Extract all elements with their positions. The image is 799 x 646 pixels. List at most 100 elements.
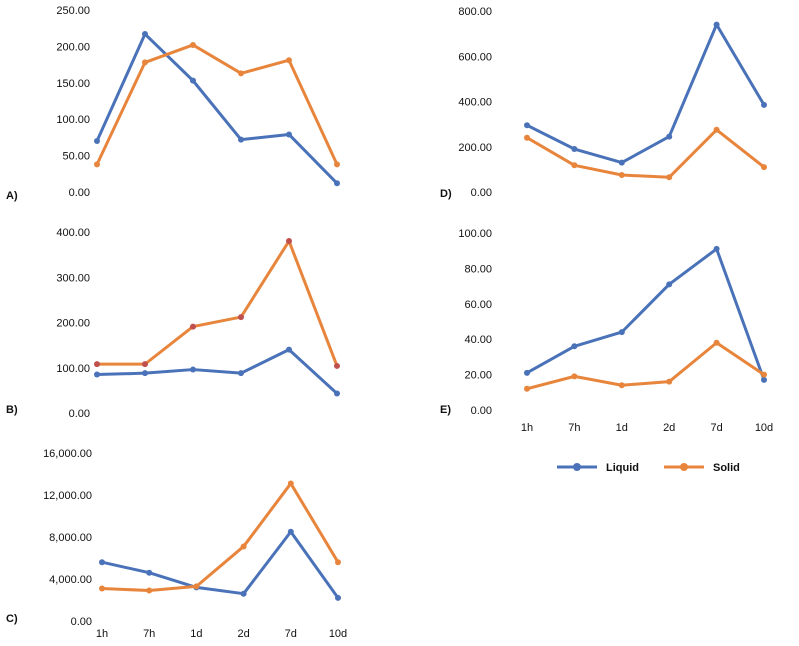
data-point-liquid-d: [618, 159, 625, 166]
data-point-liquid-a: [334, 180, 340, 187]
legend-liquid-label: Liquid: [606, 462, 639, 474]
data-point-liquid-a: [190, 77, 196, 84]
data-point-liquid-e: [524, 369, 530, 376]
y-tick-label-e: 40.00: [464, 334, 492, 346]
panel-label-b: B): [6, 404, 18, 416]
x-tick-label-e: 1h: [521, 422, 533, 434]
y-tick-label-a: 200.00: [56, 41, 90, 53]
data-point-liquid-a: [286, 131, 292, 138]
data-point-solid-e: [713, 339, 720, 346]
data-point-solid-c: [146, 587, 153, 594]
x-tick-label-c: 10d: [329, 628, 347, 640]
panel-label-c: C): [6, 613, 18, 625]
y-tick-label-b: 300.00: [56, 272, 90, 284]
data-point-solid-a: [334, 161, 340, 168]
x-tick-label-c: 2d: [237, 628, 249, 640]
data-point-liquid-a: [142, 31, 148, 38]
data-point-solid-d: [713, 126, 720, 133]
data-point-liquid-b: [334, 390, 340, 397]
data-point-solid-d: [571, 162, 578, 169]
data-point-solid-b: [142, 361, 148, 368]
data-point-solid-d: [761, 164, 767, 171]
y-tick-label-c: 0.00: [71, 616, 92, 628]
data-point-solid-b: [190, 323, 196, 330]
data-point-solid-a: [94, 161, 100, 168]
y-tick-label-a: 50.00: [62, 151, 90, 163]
legend: Liquid Solid: [557, 462, 740, 474]
data-point-liquid-b: [190, 366, 196, 373]
data-point-solid-b: [94, 361, 100, 368]
data-point-solid-a: [238, 70, 244, 77]
data-point-solid-d: [666, 174, 673, 181]
y-tick-label-a: 150.00: [56, 78, 90, 90]
data-point-liquid-e: [666, 281, 673, 288]
data-point-solid-b: [334, 362, 340, 369]
legend-solid-marker: [680, 463, 688, 471]
y-tick-label-c: 8,000.00: [49, 532, 92, 544]
series-line-solid-e: [525, 341, 766, 391]
x-tick-label-c: 7h: [143, 628, 155, 640]
data-point-liquid-c: [99, 559, 105, 566]
data-point-liquid-a: [238, 136, 244, 143]
y-tick-label-b: 200.00: [56, 318, 90, 330]
data-point-solid-a: [190, 41, 196, 48]
series-line-solid-b: [95, 239, 339, 368]
chart-panel-b: B) 0.00 100.00 200.00 300.00 400.00: [6, 227, 340, 420]
y-tick-label-e: 80.00: [464, 263, 492, 275]
series-line-solid-a: [95, 43, 339, 166]
data-point-solid-e: [571, 373, 578, 380]
y-tick-label-e: 0.00: [471, 405, 492, 417]
data-point-liquid-c: [287, 528, 294, 535]
legend-liquid-marker: [573, 463, 581, 471]
data-point-liquid-d: [524, 122, 530, 129]
y-tick-label-c: 16,000.00: [43, 448, 92, 460]
x-tick-label-c: 1h: [96, 628, 108, 640]
chart-panel-d: D) 0.00 200.00 400.00 600.00 800.00: [440, 6, 767, 200]
y-tick-label-d: 400.00: [458, 97, 492, 109]
data-point-liquid-c: [335, 594, 341, 601]
y-tick-label-a: 0.00: [69, 187, 90, 199]
y-tick-label-e: 60.00: [464, 299, 492, 311]
data-point-liquid-b: [238, 370, 244, 377]
chart-panel-e: E) 0.00 20.00 40.00 60.00 80.00 100.00 1h 7h 1d 2d…: [440, 228, 773, 434]
data-point-solid-c: [99, 585, 105, 592]
data-point-liquid-e: [618, 329, 625, 336]
data-point-liquid-b: [94, 371, 100, 378]
data-point-solid-a: [286, 57, 292, 64]
data-point-liquid-d: [761, 101, 767, 108]
legend-solid-label: Solid: [713, 462, 740, 474]
data-point-liquid-c: [146, 569, 153, 576]
data-point-liquid-c: [240, 590, 247, 597]
panel-label-d: D): [440, 188, 452, 200]
series-line-liquid-e: [525, 247, 766, 382]
series-line-liquid-c: [100, 530, 340, 600]
data-point-liquid-d: [666, 133, 673, 140]
y-tick-label-d: 200.00: [458, 142, 492, 154]
y-tick-label-a: 250.00: [56, 5, 90, 17]
y-tick-label-b: 0.00: [69, 408, 90, 420]
x-tick-label-e: 7h: [568, 422, 580, 434]
data-point-solid-c: [240, 543, 247, 550]
data-point-solid-d: [524, 134, 530, 141]
y-tick-label-b: 100.00: [56, 363, 90, 375]
data-point-solid-e: [524, 385, 530, 392]
data-point-solid-b: [238, 314, 244, 321]
y-tick-label-e: 20.00: [464, 370, 492, 382]
y-tick-label-c: 4,000.00: [49, 574, 92, 586]
data-point-solid-e: [761, 371, 767, 378]
data-point-liquid-b: [142, 370, 148, 377]
x-tick-label-e: 7d: [710, 422, 722, 434]
series-line-liquid-b: [95, 348, 339, 396]
x-tick-label-e: 2d: [663, 422, 675, 434]
series-line-liquid-d: [525, 23, 766, 165]
data-point-solid-c: [335, 559, 341, 566]
x-tick-label-e: 10d: [755, 422, 773, 434]
data-point-liquid-e: [713, 245, 720, 252]
data-point-solid-e: [618, 382, 625, 389]
x-tick-label-c: 1d: [190, 628, 202, 640]
x-tick-label-c: 7d: [285, 628, 297, 640]
panel-label-e: E): [440, 404, 451, 416]
data-point-solid-a: [142, 59, 148, 66]
y-tick-label-d: 600.00: [458, 51, 492, 63]
